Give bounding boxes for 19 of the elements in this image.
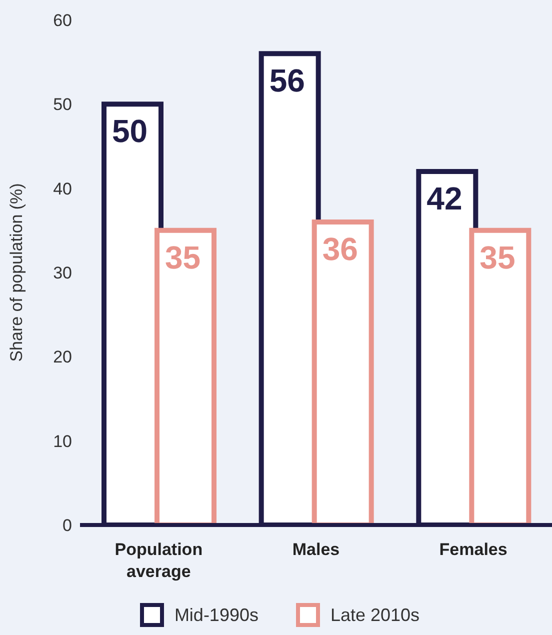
data-label: 36	[322, 231, 358, 267]
y-tick-label: 20	[53, 348, 72, 367]
data-label: 35	[165, 239, 201, 276]
x-tick-label: Males	[292, 540, 340, 559]
x-tick-label: Females	[439, 540, 508, 559]
y-tick-label: 30	[53, 264, 72, 283]
y-tick-label: 10	[53, 432, 72, 451]
y-tick-label: 40	[53, 179, 72, 198]
y-tick-label: 0	[62, 516, 72, 536]
legend-label: Late 2010s	[330, 604, 420, 626]
data-label: 56	[269, 62, 305, 99]
y-tick-label: 50	[53, 95, 72, 114]
data-label: 35	[480, 239, 516, 276]
data-label: 42	[426, 180, 462, 216]
data-label: 50	[112, 113, 148, 150]
x-tick-label: Population average	[114, 540, 203, 581]
y-tick-label: 60	[53, 11, 72, 30]
legend-label: Mid-1990s	[174, 604, 258, 626]
y-axis-title: Share of population (%)	[7, 183, 26, 362]
